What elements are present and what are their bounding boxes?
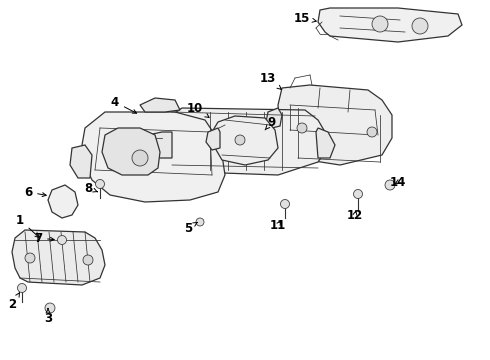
Text: 2: 2 xyxy=(8,293,20,311)
Circle shape xyxy=(25,253,35,263)
Text: 11: 11 xyxy=(270,219,286,231)
Text: 12: 12 xyxy=(347,208,363,221)
Circle shape xyxy=(132,150,148,166)
Polygon shape xyxy=(140,98,180,112)
Circle shape xyxy=(196,218,204,226)
Circle shape xyxy=(385,180,395,190)
Text: 13: 13 xyxy=(260,72,281,89)
Text: 1: 1 xyxy=(16,213,39,237)
Text: 14: 14 xyxy=(390,176,406,189)
Circle shape xyxy=(367,127,377,137)
Circle shape xyxy=(57,235,67,244)
Circle shape xyxy=(297,123,307,133)
Polygon shape xyxy=(212,116,278,165)
Circle shape xyxy=(235,135,245,145)
Text: 9: 9 xyxy=(265,116,276,130)
Circle shape xyxy=(18,284,26,292)
Text: 4: 4 xyxy=(111,95,137,113)
Circle shape xyxy=(280,199,290,208)
Polygon shape xyxy=(278,85,392,165)
Polygon shape xyxy=(206,128,220,150)
Polygon shape xyxy=(102,128,160,175)
Polygon shape xyxy=(266,108,282,128)
Circle shape xyxy=(83,255,93,265)
Circle shape xyxy=(372,16,388,32)
Polygon shape xyxy=(70,145,92,178)
Polygon shape xyxy=(162,108,328,175)
Polygon shape xyxy=(48,185,78,218)
Circle shape xyxy=(45,303,55,313)
Text: 15: 15 xyxy=(294,12,316,24)
Text: 7: 7 xyxy=(34,231,54,244)
Polygon shape xyxy=(82,112,225,202)
Polygon shape xyxy=(12,230,105,285)
Polygon shape xyxy=(318,8,462,42)
Polygon shape xyxy=(145,132,172,158)
Text: 5: 5 xyxy=(184,221,197,234)
Circle shape xyxy=(353,189,363,198)
Text: 8: 8 xyxy=(84,181,98,194)
Text: 3: 3 xyxy=(44,309,52,324)
Circle shape xyxy=(96,180,104,189)
Polygon shape xyxy=(316,128,335,158)
Text: 6: 6 xyxy=(24,185,46,198)
Text: 10: 10 xyxy=(187,102,209,117)
Circle shape xyxy=(412,18,428,34)
